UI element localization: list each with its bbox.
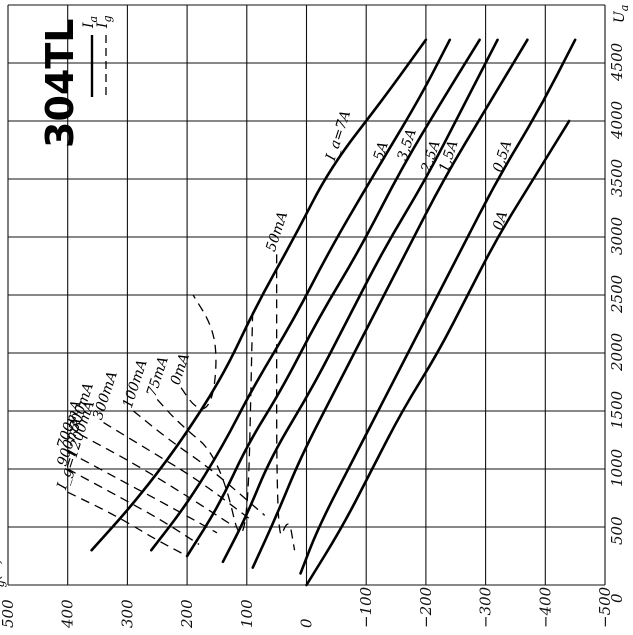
ytick-label: −400 bbox=[536, 586, 554, 628]
ia-label: 0A bbox=[490, 209, 511, 232]
ytick-label: −500 bbox=[596, 586, 614, 628]
ig-curve-50mA bbox=[276, 254, 296, 551]
ig-curve-900mA bbox=[67, 468, 200, 545]
ig-label: 0mA bbox=[168, 351, 193, 387]
ytick-label: 500 bbox=[0, 599, 17, 628]
xtick-label: 4500 bbox=[608, 42, 626, 82]
ia-curve-5A bbox=[149, 38, 452, 552]
xtick-label: 4000 bbox=[608, 100, 626, 140]
xtick-label: 2500 bbox=[608, 274, 626, 314]
xtick-label: 2000 bbox=[608, 332, 626, 372]
xtick-label: 500 bbox=[608, 516, 626, 545]
ig-label: 50mA bbox=[263, 210, 291, 254]
ig-curve-700mA bbox=[67, 451, 218, 534]
grid bbox=[7, 4, 606, 586]
ia-curve-1-5A bbox=[251, 38, 529, 569]
ytick-label: 300 bbox=[118, 599, 136, 628]
xaxis-label: Ua (V) bbox=[612, 0, 631, 23]
ig-curve-300mA bbox=[103, 422, 254, 522]
svg-text:Ug(V): Ug(V) bbox=[0, 558, 7, 600]
xtick-label: 1500 bbox=[608, 390, 626, 429]
ytick-label: −200 bbox=[417, 586, 435, 628]
xtick-label: 0 bbox=[608, 593, 626, 603]
xtick-label: 3500 bbox=[608, 158, 626, 197]
legend-label-ia: Ia bbox=[81, 16, 100, 29]
ytick-label: −100 bbox=[357, 586, 375, 628]
ia-curve-0-5A bbox=[299, 38, 577, 575]
ia-label: 5A bbox=[371, 140, 392, 163]
ig-label: 75mA bbox=[144, 355, 172, 399]
ig-label: 300mA bbox=[90, 369, 121, 422]
ig-curve-100mA bbox=[132, 410, 266, 516]
yaxis-label: Ug(V) bbox=[0, 558, 7, 600]
ig-curve-75mA bbox=[156, 306, 254, 534]
xtick-label: 1000 bbox=[608, 448, 626, 487]
svg-text:304TL: 304TL bbox=[38, 19, 82, 148]
ig-curve-0mA bbox=[180, 294, 217, 410]
svg-text:Ua (V): Ua (V) bbox=[612, 0, 631, 23]
ia-curve-3-5A bbox=[185, 38, 481, 558]
chart-title: 304TL bbox=[38, 19, 82, 148]
ytick-label: 400 bbox=[59, 599, 77, 629]
ytick-label: 100 bbox=[238, 599, 256, 628]
ytick-label: 200 bbox=[178, 599, 196, 629]
ia-curve-0A bbox=[305, 119, 571, 587]
ig-curve-500mA bbox=[79, 433, 236, 528]
ytick-label: −300 bbox=[477, 586, 495, 628]
ytick-label: 0 bbox=[298, 618, 316, 628]
legend: Ia Ig bbox=[81, 15, 114, 97]
legend-label-ig: Ig bbox=[95, 15, 114, 29]
ig-curve-I-g-1200mA bbox=[67, 491, 188, 557]
ia-label: I_a=7A bbox=[323, 109, 354, 164]
xtick-label: 3000 bbox=[608, 216, 626, 255]
tick-labels: 500 400 300 200 100 0 −100 −200 −300 −400 −5000500… bbox=[0, 42, 626, 629]
curves bbox=[67, 38, 577, 587]
ia-curve-2-5A bbox=[221, 38, 499, 564]
ia-curve-I-a-7A bbox=[90, 38, 428, 552]
